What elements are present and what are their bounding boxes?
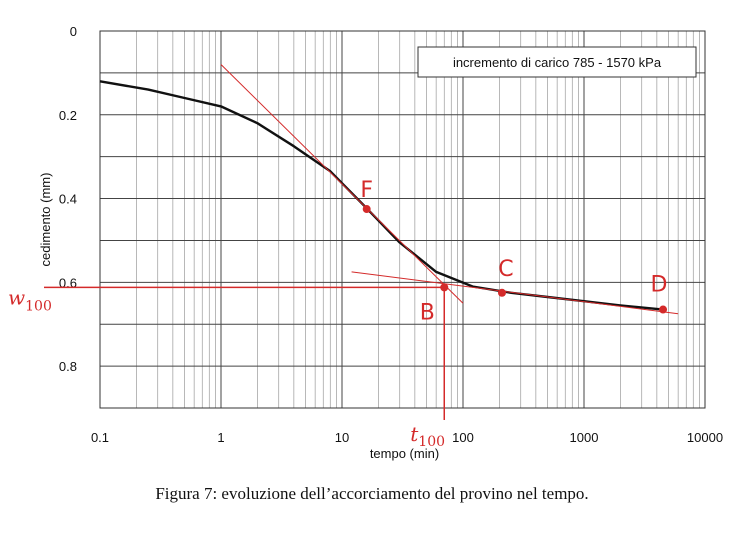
x-tick-label: 100 xyxy=(452,430,474,445)
y-tick-label: 0.4 xyxy=(59,192,77,207)
point-c-marker xyxy=(497,288,506,297)
t100-label: t100 xyxy=(410,422,445,450)
tangent-line xyxy=(351,271,679,315)
point-f-label: F xyxy=(360,178,373,203)
minor-gridlines xyxy=(136,31,700,408)
point-d-marker xyxy=(659,305,668,314)
y-tick-label: 0.8 xyxy=(59,359,77,374)
tangent-line xyxy=(220,64,464,304)
point-d-label: D xyxy=(651,273,668,298)
y-tick-labels: 0 0.2 0.4 0.6 0.8 xyxy=(59,24,77,374)
y-axis-title: cedimento (mm) xyxy=(38,173,53,267)
point-b-marker xyxy=(440,283,449,292)
point-c-label: C xyxy=(498,257,513,282)
legend-box xyxy=(417,46,697,78)
point-b-label: B xyxy=(420,300,435,325)
major-gridlines xyxy=(99,30,706,409)
legend-text: incremento di carico 785 - 1570 kPa xyxy=(453,55,662,70)
figure-caption: Figura 7: evoluzione dell’accorciamento … xyxy=(155,484,589,503)
x-tick-label: 10 xyxy=(335,430,349,445)
y-tick-label: 0 xyxy=(70,24,77,39)
x-tick-label: 10000 xyxy=(687,430,723,445)
x-tick-label: 1000 xyxy=(570,430,599,445)
x-tick-label: 0.1 xyxy=(91,430,109,445)
x-axis-title: tempo (min) xyxy=(370,446,439,461)
w100-label: w100 xyxy=(8,285,52,314)
x-tick-labels: 0.1 1 10 100 1000 10000 xyxy=(91,430,723,445)
y-tick-label: 0.6 xyxy=(59,275,77,290)
point-f-marker xyxy=(362,205,371,214)
settlement-time-chart: 0.1 1 10 100 1000 10000 0 0.2 0.4 0.6 0.8 tempo (… xyxy=(8,24,723,461)
plot-frame xyxy=(99,30,706,409)
x-tick-label: 1 xyxy=(217,430,224,445)
y-tick-label: 0.2 xyxy=(59,108,77,123)
legend: incremento di carico 785 - 1570 kPa xyxy=(417,46,697,78)
